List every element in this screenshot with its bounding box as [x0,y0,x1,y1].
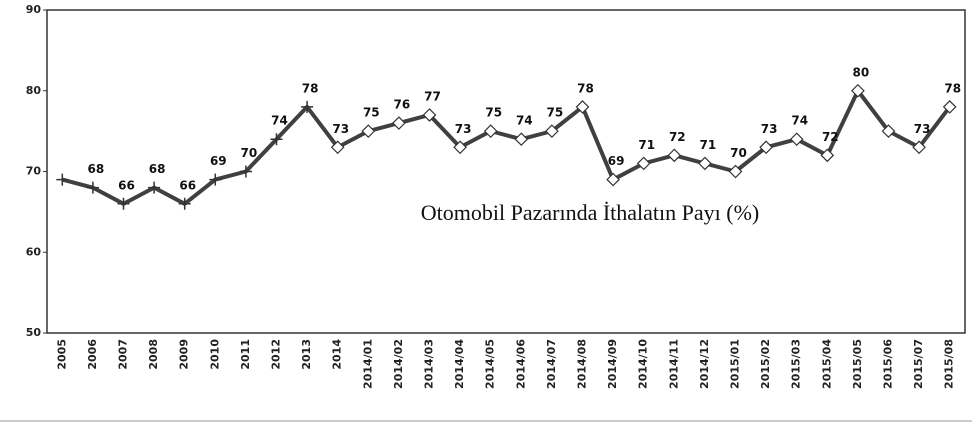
x-tick-label: 2014/11 [667,339,680,389]
x-tick-label: 2015/06 [882,339,895,389]
point-marker [178,197,191,210]
data-label: 68 [149,162,166,176]
data-label: 80 [853,65,870,79]
y-tick-label: 70 [26,165,42,178]
point-marker [422,108,437,122]
x-tick-label: 2008 [147,339,160,370]
data-label: 75 [485,106,502,120]
point-marker [239,165,252,178]
x-tick-label: 2015/05 [851,339,864,389]
point-marker [361,124,376,138]
point-marker [942,100,957,114]
data-label: 71 [700,138,717,152]
x-tick-label: 2005 [55,339,68,370]
point-marker [514,132,529,147]
data-label: 78 [577,81,594,95]
data-label: 78 [944,81,961,95]
point-marker [698,156,712,171]
x-tick-label: 2015/02 [759,339,772,389]
point-marker [636,156,651,171]
x-tick-label: 2015/03 [790,339,803,389]
point-marker [117,197,130,210]
data-label: 76 [394,98,411,112]
y-tick-label: 50 [26,326,42,339]
x-tick-label: 2014/03 [423,339,436,389]
point-marker [148,181,161,194]
x-tick-label: 2013 [300,339,313,370]
x-tick-label: 2015/08 [943,339,956,389]
point-marker [820,148,835,163]
data-label: 78 [302,81,319,95]
data-label: 74 [271,114,288,128]
data-label: 68 [88,162,105,176]
x-tick-label: 2014/04 [453,339,466,389]
data-label: 73 [761,122,778,136]
point-marker [86,181,99,194]
point-marker [728,164,743,179]
point-marker [606,172,620,187]
point-marker [453,140,467,155]
data-label: 75 [547,106,564,120]
data-label: 69 [608,154,625,168]
point-marker [301,100,314,113]
y-tick-label: 80 [26,84,42,97]
annotation: Otomobil Pazarında İthalatın Payı (%) [421,200,759,225]
point-marker [56,173,69,186]
x-tick-label: 2014 [331,339,344,370]
x-tick-label: 2007 [117,339,130,370]
data-label: 70 [241,146,258,160]
data-label: 74 [516,114,533,128]
point-marker [392,116,406,130]
point-marker [575,100,590,114]
point-marker [330,140,345,155]
data-label: 74 [791,114,808,128]
x-tick-label: 2015/01 [729,339,742,389]
data-label: 66 [118,178,135,192]
point-marker [759,140,773,155]
data-label: 77 [424,89,441,103]
data-label: 70 [730,146,747,160]
x-tick-label: 2014/08 [576,339,589,389]
y-tick-label: 90 [26,3,42,16]
x-tick-label: 2014/05 [484,339,497,389]
x-tick-label: 2015/07 [912,339,925,389]
x-tick-label: 2014/01 [361,339,374,389]
point-marker [270,133,283,146]
data-label: 72 [822,130,839,144]
data-label: 73 [332,122,349,136]
data-label: 66 [179,178,196,192]
x-tick-label: 2014/02 [392,339,405,389]
point-marker [789,132,804,147]
point-marker [209,173,222,186]
x-tick-label: 2012 [270,339,283,370]
x-tick-label: 2014/09 [606,339,619,389]
data-label: 73 [455,122,472,136]
point-marker [483,124,498,138]
data-label: 72 [669,130,686,144]
data-label: 69 [210,154,227,168]
point-marker [912,140,926,155]
point-marker [881,124,896,138]
x-tick-label: 2010 [208,339,221,370]
x-tick-label: 2014/06 [514,339,527,389]
data-label: 73 [914,122,931,136]
x-tick-label: 2014/10 [637,339,650,389]
x-tick-label: 2009 [178,339,191,370]
point-marker [851,83,865,98]
series-line [61,88,952,206]
data-label: 75 [363,106,380,120]
y-tick-label: 60 [26,245,42,258]
x-tick-label: 2011 [239,339,252,370]
x-tick-label: 2015/04 [820,339,833,389]
x-tick-label: 2006 [86,339,99,370]
data-label: 71 [638,138,655,152]
x-tick-label: 2014/07 [545,339,558,389]
point-marker [545,124,559,138]
point-marker [667,148,682,163]
x-tick-label: 2014/12 [698,339,711,389]
